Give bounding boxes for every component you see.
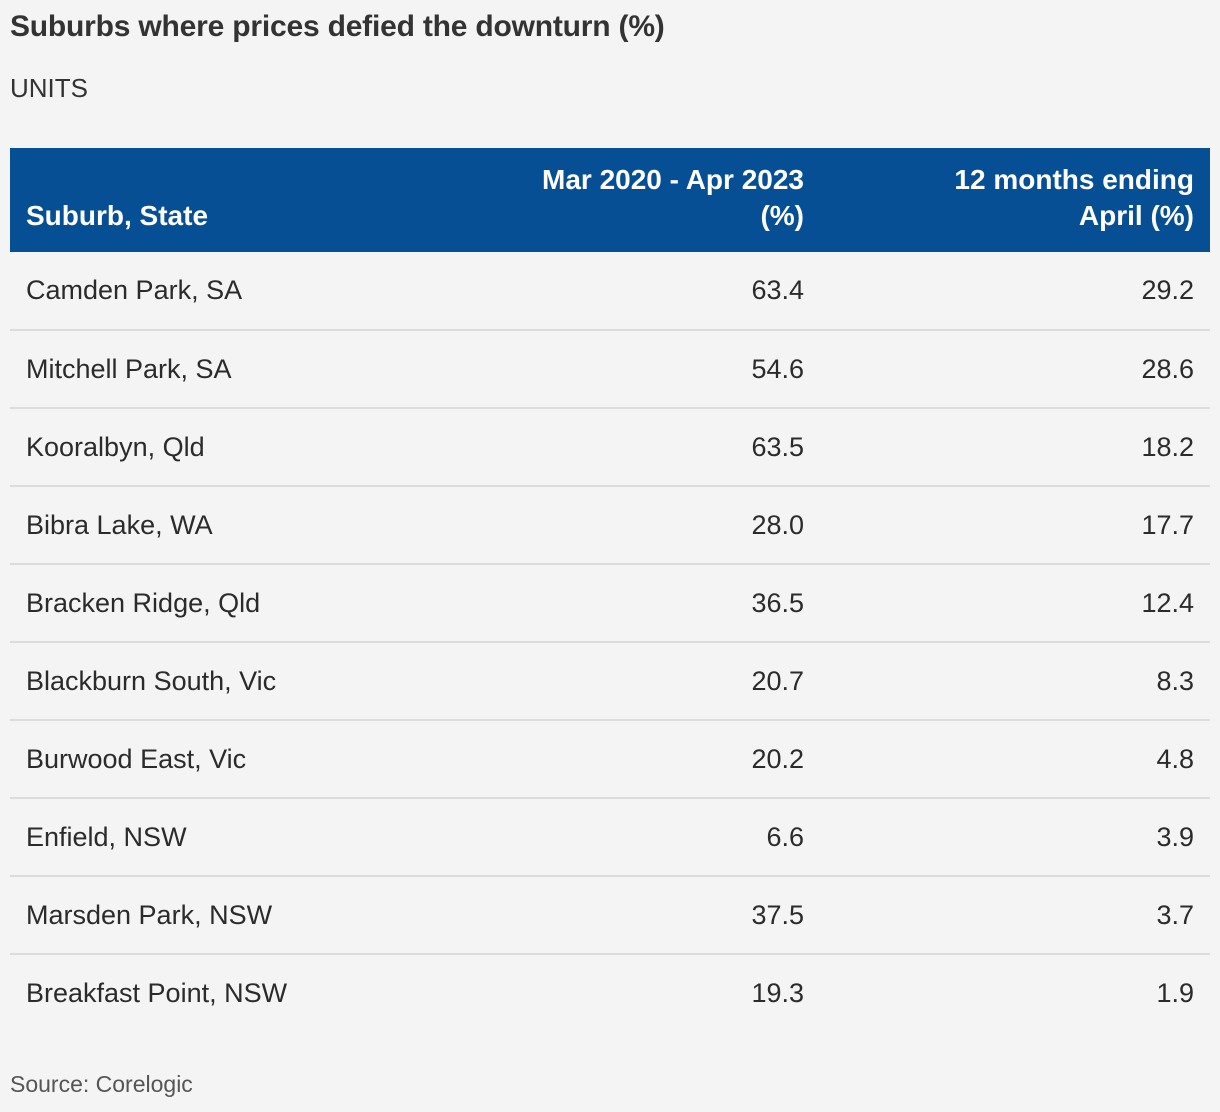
cell-suburb: Blackburn South, Vic [26, 665, 277, 696]
chart-subtitle: UNITS [10, 73, 88, 103]
cell-suburb: Mitchell Park, SA [26, 353, 232, 384]
cell-mar2020-apr2023: 37.5 [751, 899, 804, 930]
cell-suburb: Bibra Lake, WA [26, 509, 213, 540]
cell-suburb: Kooralbyn, Qld [26, 431, 205, 462]
cell-12-months: 3.9 [1156, 821, 1194, 852]
cell-12-months: 28.6 [1141, 353, 1194, 384]
cell-mar2020-apr2023: 19.3 [751, 978, 804, 1008]
cell-12-months: 18.2 [1141, 431, 1194, 462]
table-row: Blackburn South, Vic 20.7 8.3 [10, 642, 1210, 720]
table-row: Burwood East, Vic 20.2 4.8 [10, 720, 1210, 798]
cell-suburb: Burwood East, Vic [26, 743, 247, 774]
table-row: Mitchell Park, SA 54.6 28.6 [10, 330, 1210, 408]
cell-mar2020-apr2023: 20.7 [751, 665, 804, 696]
column-header-mar2020-apr2023-label: Mar 2020 - Apr 2023 (%) [542, 164, 804, 231]
cell-suburb: Bracken Ridge, Qld [26, 587, 261, 618]
cell-mar2020-apr2023: 20.2 [751, 743, 804, 774]
column-header-mar2020-apr2023: Mar 2020 - Apr 2023 (%) [410, 148, 820, 252]
cell-mar2020-apr2023: 6.6 [766, 821, 804, 852]
cell-mar2020-apr2023: 63.5 [751, 431, 804, 462]
column-header-12-months-label: 12 months ending April (%) [954, 164, 1194, 231]
table-row: Breakfast Point, NSW 19.3 1.9 [10, 954, 1210, 1032]
cell-12-months: 8.3 [1156, 665, 1194, 696]
cell-mar2020-apr2023: 63.4 [751, 275, 804, 305]
cell-12-months: 29.2 [1141, 275, 1194, 305]
cell-12-months: 1.9 [1156, 978, 1194, 1008]
table-row: Kooralbyn, Qld 63.5 18.2 [10, 408, 1210, 486]
cell-mar2020-apr2023: 54.6 [751, 353, 804, 384]
cell-mar2020-apr2023: 28.0 [751, 509, 804, 540]
chart-title: Suburbs where prices defied the downturn… [10, 10, 665, 43]
table-row: Enfield, NSW 6.6 3.9 [10, 798, 1210, 876]
cell-suburb: Breakfast Point, NSW [26, 978, 288, 1008]
cell-12-months: 4.8 [1156, 743, 1194, 774]
cell-mar2020-apr2023: 36.5 [751, 587, 804, 618]
table-row: Marsden Park, NSW 37.5 3.7 [10, 876, 1210, 954]
table-row: Bibra Lake, WA 28.0 17.7 [10, 486, 1210, 564]
column-header-suburb: Suburb, State [26, 200, 209, 231]
cell-suburb: Enfield, NSW [26, 821, 187, 852]
cell-12-months: 12.4 [1141, 587, 1194, 618]
table-body: Camden Park, SA 63.4 29.2 Mitchell Park, SA… [10, 252, 1210, 1032]
source-note: Source: Corelogic [10, 1071, 193, 1097]
table-header-row: Suburb, State Mar 2020 - Apr 2023 (%) 12 … [10, 148, 1210, 252]
cell-suburb: Marsden Park, NSW [26, 899, 273, 930]
table-row: Camden Park, SA 63.4 29.2 [10, 252, 1210, 330]
data-table: Suburb, State Mar 2020 - Apr 2023 (%) 12 … [10, 148, 1210, 1032]
cell-suburb: Camden Park, SA [26, 275, 243, 305]
cell-12-months: 3.7 [1156, 899, 1194, 930]
cell-12-months: 17.7 [1141, 509, 1194, 540]
column-header-12-months: 12 months ending April (%) [820, 148, 1210, 252]
table-row: Bracken Ridge, Qld 36.5 12.4 [10, 564, 1210, 642]
